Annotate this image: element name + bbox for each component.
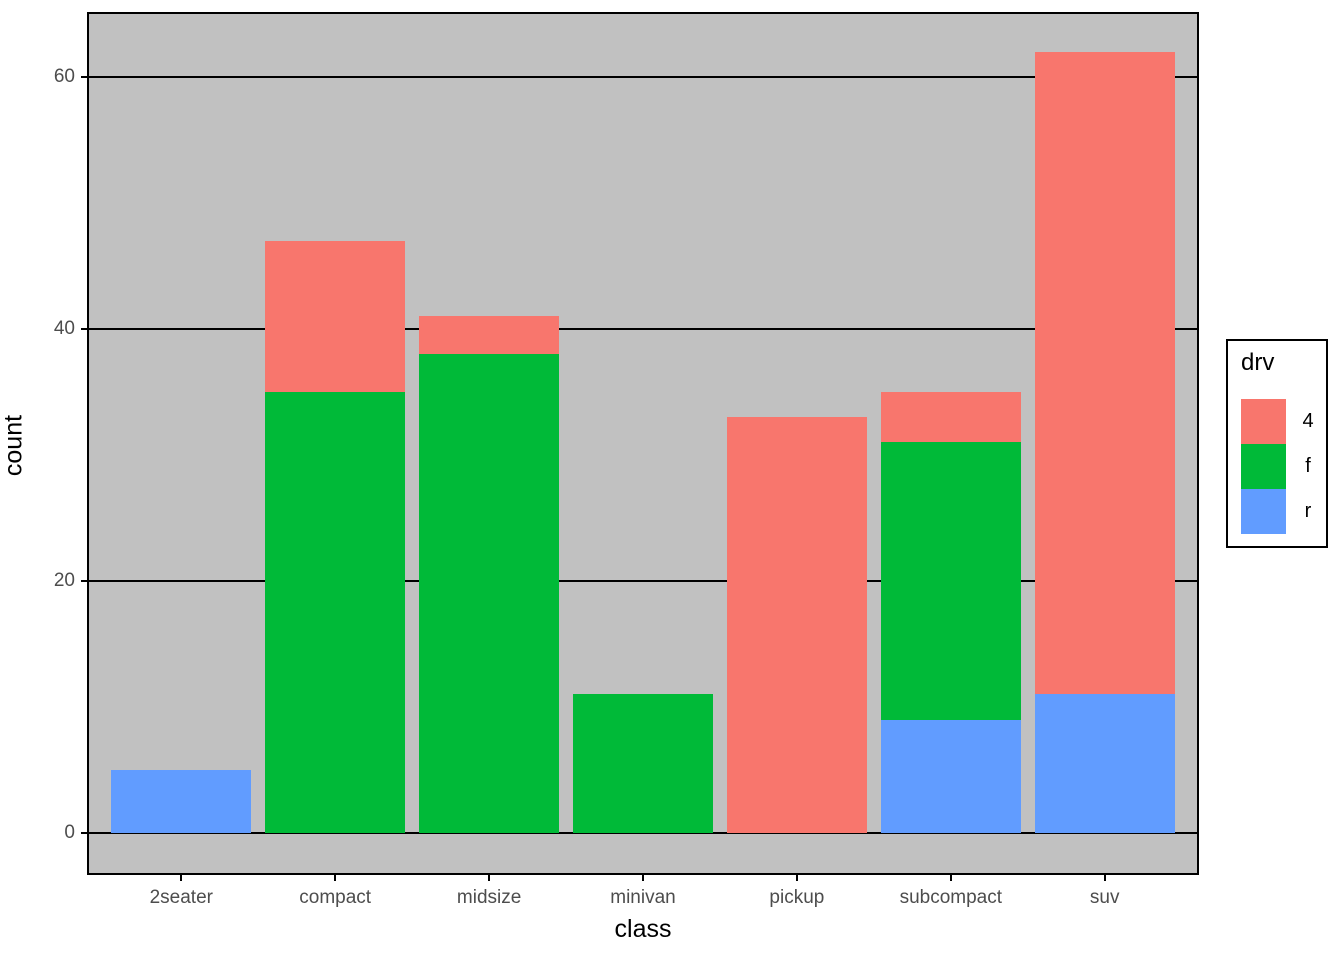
bar-compact-4 bbox=[265, 240, 406, 392]
y-tick-mark bbox=[81, 580, 89, 582]
y-tick-label: 0 bbox=[64, 822, 75, 843]
x-tick-label-minivan: minivan bbox=[610, 887, 676, 908]
y-tick-label: 20 bbox=[53, 570, 75, 591]
y-tick-mark bbox=[81, 76, 89, 78]
bar-midsize-f bbox=[419, 354, 560, 833]
bar-subcompact-r bbox=[880, 719, 1021, 833]
bar-pickup-4 bbox=[726, 417, 867, 833]
gridline-y-40 bbox=[89, 328, 1197, 330]
bar-subcompact-4 bbox=[880, 392, 1021, 443]
x-axis-title: class bbox=[614, 915, 672, 943]
x-tick-label-compact: compact bbox=[299, 887, 372, 908]
gridline-y-20 bbox=[89, 580, 1197, 582]
legend-key-r bbox=[1241, 489, 1286, 534]
legend-label-4: 4 bbox=[1302, 410, 1314, 432]
bar-midsize-4 bbox=[419, 316, 560, 355]
x-tick-mark bbox=[642, 873, 644, 881]
x-tick-label-midsize: midsize bbox=[456, 887, 522, 908]
gridline-y-60 bbox=[89, 76, 1197, 78]
x-tick-mark bbox=[795, 873, 798, 881]
bar-subcompact-f bbox=[880, 442, 1021, 720]
y-tick-label: 40 bbox=[53, 318, 75, 339]
bar-suv-r bbox=[1034, 694, 1175, 833]
x-tick-mark bbox=[488, 873, 491, 881]
legend-key-f bbox=[1241, 444, 1286, 489]
x-tick-label-pickup: pickup bbox=[769, 887, 825, 908]
legend-key-4 bbox=[1241, 399, 1286, 444]
legend-title: drv bbox=[1241, 349, 1275, 376]
plot-panel bbox=[89, 14, 1197, 873]
y-tick-label: 60 bbox=[53, 66, 75, 87]
x-tick-mark bbox=[949, 873, 952, 881]
legend-label-f: f bbox=[1305, 455, 1311, 477]
legend: drv 4 f r bbox=[1226, 339, 1328, 548]
x-tick-label-2seater: 2seater bbox=[149, 887, 213, 908]
legend-label-r: r bbox=[1304, 500, 1312, 522]
x-tick-mark bbox=[334, 873, 337, 881]
bar-minivan-f bbox=[573, 694, 713, 833]
y-tick-mark bbox=[81, 328, 89, 330]
x-tick-mark bbox=[180, 873, 183, 881]
bar-2seater-r bbox=[111, 770, 252, 833]
x-tick-label-subcompact: subcompact bbox=[899, 887, 1003, 908]
x-tick-mark bbox=[1103, 873, 1106, 881]
y-axis-title: count bbox=[0, 414, 28, 477]
bar-suv-4 bbox=[1034, 51, 1175, 695]
x-tick-label-suv: suv bbox=[1089, 887, 1120, 908]
y-tick-mark bbox=[81, 832, 89, 834]
gridline-y-0 bbox=[89, 832, 1197, 834]
bar-compact-f bbox=[265, 392, 406, 833]
